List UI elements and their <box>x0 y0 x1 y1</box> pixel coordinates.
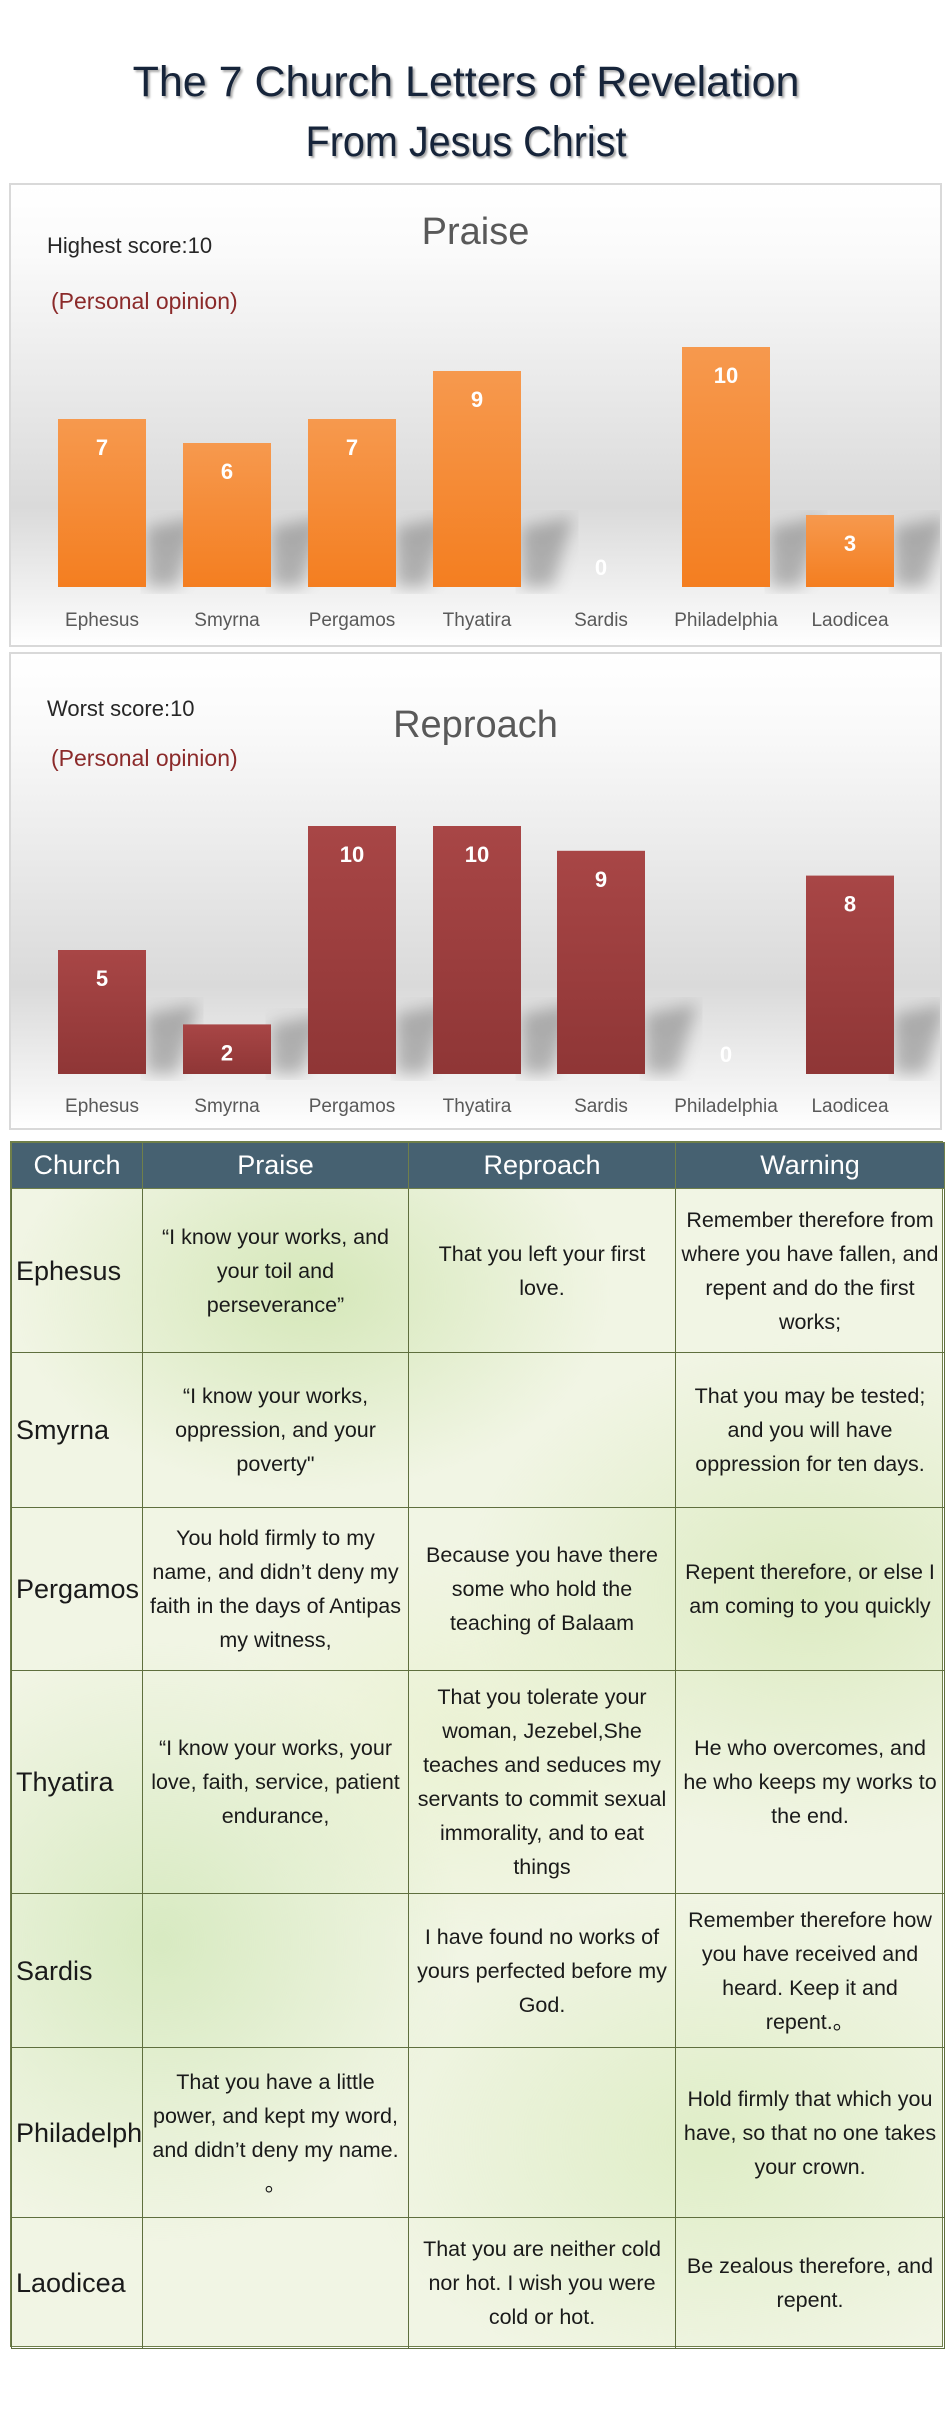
cell-warning: Hold firmly that which you have, so that… <box>675 2047 945 2218</box>
chart-opinion: (Personal opinion) <box>51 288 238 314</box>
table-row: Pergamos You hold firmly to my name, and … <box>11 1507 945 1671</box>
cell-reproach: That you left your first love. <box>408 1188 676 1353</box>
reproach-chart: 5 Ephesus 2 Smyrna 10 Pergamos 10 Thyatira 9 Sard… <box>9 652 942 1130</box>
x-tick-label: Thyatira <box>443 1096 512 1117</box>
x-tick-label: Philadelphia <box>674 610 778 631</box>
bar-laodicea <box>806 515 894 587</box>
cell-reproach <box>408 2047 676 2218</box>
x-tick-label: Ephesus <box>65 610 139 631</box>
cell-praise <box>142 1893 409 2048</box>
data-label: 3 <box>844 531 856 556</box>
chart-opinion: (Personal opinion) <box>51 745 238 771</box>
cell-warning: Remember therefore how you have received… <box>675 1893 945 2048</box>
reproach-chart-plot: 5 Ephesus 2 Smyrna 10 Pergamos 10 Thyatira 9 Sard… <box>58 826 940 1117</box>
title-line-2: From Jesus Christ <box>305 118 627 166</box>
cell-reproach <box>408 1352 676 1508</box>
data-label: 8 <box>844 892 856 917</box>
x-tick-label: Sardis <box>574 1096 628 1117</box>
chart-title: Praise <box>421 211 530 253</box>
cell-warning: Repent therefore, or else I am coming to… <box>675 1507 945 1671</box>
x-tick-label: Pergamos <box>309 1096 396 1117</box>
header-warning: Warning <box>675 1142 945 1189</box>
cell-praise: “I know your works, oppression, and your… <box>142 1352 409 1508</box>
cell-church: Thyatira <box>11 1670 143 1894</box>
data-label: 9 <box>595 867 607 892</box>
cell-reproach: I have found no works of yours perfected… <box>408 1893 676 2048</box>
cell-church: Pergamos <box>11 1507 143 1671</box>
cell-church: Ephesus <box>11 1188 143 1353</box>
bar-shadow <box>146 1004 198 1074</box>
praise-chart-plot: 7 Ephesus 6 Smyrna 7 Pergamos 9 Thyatira 0 Sardis… <box>58 347 940 631</box>
page-title: The 7 Church Letters of Revelation From … <box>0 52 952 172</box>
x-tick-label: Thyatira <box>443 610 512 631</box>
bar-smyrna <box>183 1024 271 1074</box>
chart-title: Reproach <box>393 704 558 746</box>
cell-warning: That you may be tested; and you will hav… <box>675 1352 945 1508</box>
data-label: 10 <box>465 842 489 867</box>
bar-smyrna <box>183 443 271 587</box>
x-tick-label: Smyrna <box>194 610 260 631</box>
chart-note: Highest score:10 <box>47 233 213 258</box>
bar-pergamos <box>308 419 396 587</box>
bar-shadow <box>894 1005 940 1074</box>
data-label: 7 <box>96 435 108 460</box>
data-label: 9 <box>471 387 483 412</box>
table-row: Sardis I have found no works of yours per… <box>11 1893 945 2048</box>
cell-reproach: That you tolerate your woman, Jezebel,Sh… <box>408 1670 676 1894</box>
data-label: 5 <box>96 966 108 991</box>
cell-warning: Remember therefore from where you have f… <box>675 1188 945 1353</box>
cell-warning: Be zealous therefore, and repent. <box>675 2217 945 2349</box>
x-tick-label: Sardis <box>574 610 628 631</box>
x-tick-label: Ephesus <box>65 1096 139 1117</box>
cell-church: Laodicea <box>11 2217 143 2349</box>
cell-warning: He who overcomes, and he who keeps my wo… <box>675 1670 945 1894</box>
cell-praise: “I know your works, your love, faith, se… <box>142 1670 409 1894</box>
cell-church: Philadelphia <box>11 2047 143 2218</box>
bar-laodicea <box>806 875 894 1074</box>
table-row: Laodicea That you are neither cold nor ho… <box>11 2217 945 2349</box>
data-label: 10 <box>714 363 738 388</box>
cell-reproach: Because you have there some who hold the… <box>408 1507 676 1671</box>
x-tick-label: Smyrna <box>194 1096 260 1117</box>
x-tick-label: Philadelphia <box>674 1096 778 1117</box>
bar-thyatira <box>433 371 521 587</box>
cell-praise <box>142 2217 409 2349</box>
data-label: 2 <box>221 1040 233 1065</box>
table-row: PhiladelphiaThat you have a little power… <box>11 2047 945 2218</box>
cell-church: Sardis <box>11 1893 143 2048</box>
x-tick-label: Pergamos <box>309 610 396 631</box>
table-row: Smyrna “I know your works, oppression, an… <box>11 1352 945 1508</box>
bar-shadow <box>521 517 573 587</box>
x-tick-label: Laodicea <box>811 1096 889 1117</box>
bar-ephesus <box>58 419 146 587</box>
cell-praise: You hold firmly to my name, and didn’t d… <box>142 1507 409 1671</box>
header-church: Church <box>11 1142 143 1189</box>
bar-shadow <box>645 1004 697 1074</box>
table-row: Ephesus “I know your works, and your toil… <box>11 1188 945 1353</box>
praise-chart: 7 Ephesus 6 Smyrna 7 Pergamos 9 Thyatira 0 Sardis… <box>9 183 942 647</box>
cell-praise: That you have a little power, and kept m… <box>142 2047 409 2218</box>
bar-pergamos <box>308 826 396 1074</box>
data-label: 0 <box>720 1042 732 1067</box>
chart-note: Worst score:10 <box>47 696 195 721</box>
cell-reproach: That you are neither cold nor hot. I wis… <box>408 2217 676 2349</box>
church-letters-table: Church Praise Reproach Warning Ephesus “I… <box>10 1141 945 2349</box>
table-row: Thyatira “I know your works, your love, f… <box>11 1670 945 1894</box>
table-header-row: Church Praise Reproach Warning <box>11 1142 945 1189</box>
x-tick-label: Laodicea <box>811 610 889 631</box>
bar-ephesus <box>58 950 146 1074</box>
data-label: 7 <box>346 435 358 460</box>
title-line-1: The 7 Church Letters of Revelation <box>132 58 800 106</box>
data-label: 0 <box>595 555 607 580</box>
bar-thyatira <box>433 826 521 1074</box>
bar-sardis <box>557 850 645 1074</box>
data-label: 10 <box>340 842 364 867</box>
data-label: 6 <box>221 459 233 484</box>
header-praise: Praise <box>142 1142 409 1189</box>
cell-church: Smyrna <box>11 1352 143 1508</box>
cell-praise: “I know your works, and your toil and pe… <box>142 1188 409 1353</box>
header-reproach: Reproach <box>408 1142 676 1189</box>
bar-shadow <box>894 518 940 587</box>
bar-philadelphia <box>682 347 770 587</box>
